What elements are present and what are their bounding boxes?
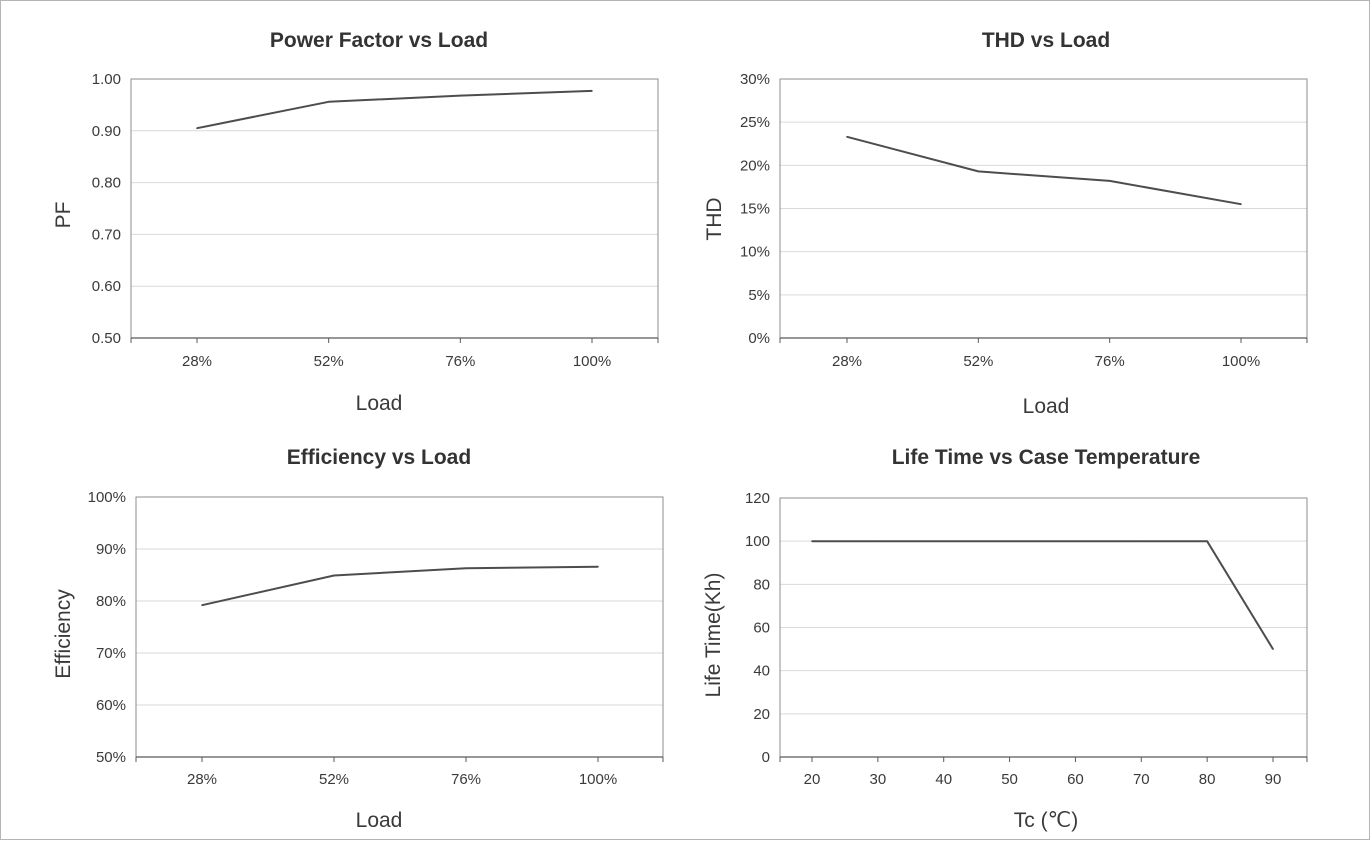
- y-tick-label: 80%: [96, 593, 126, 610]
- data-point: [465, 567, 467, 570]
- chart-title: Power Factor vs Load: [270, 29, 488, 52]
- y-tick-label: 100: [745, 533, 770, 550]
- y-axis-label: Life Time(Kh): [702, 573, 725, 698]
- x-axis-label: Load: [1023, 395, 1070, 418]
- x-tick-label: 50: [1001, 771, 1018, 788]
- data-point: [977, 170, 980, 173]
- x-tick-label: 100%: [573, 353, 611, 370]
- x-tick-label: 28%: [187, 771, 217, 788]
- data-point: [333, 574, 335, 577]
- chart-title: THD vs Load: [982, 29, 1110, 52]
- y-tick-label: 15%: [740, 201, 770, 218]
- x-tick-label: 28%: [182, 353, 212, 370]
- series-line: [196, 89, 593, 130]
- data-point: [1240, 203, 1242, 205]
- y-tick-label: 10%: [740, 244, 770, 261]
- x-tick-label: 80: [1199, 771, 1216, 788]
- chart-life-time: Life Time vs Case Temperature Tc (℃) Lif…: [702, 446, 1308, 832]
- data-point: [846, 136, 848, 138]
- y-tick-label: 0.70: [92, 226, 121, 243]
- x-tick-label: 20: [804, 771, 821, 788]
- data-point: [1074, 540, 1077, 542]
- chart-title: Efficiency vs Load: [287, 446, 471, 469]
- y-tick-label: 70%: [96, 645, 126, 662]
- x-tick-label: 76%: [445, 353, 475, 370]
- data-point: [201, 604, 203, 606]
- series-line: [812, 540, 1274, 650]
- x-tick-label: 28%: [832, 353, 862, 370]
- data-point: [327, 100, 330, 103]
- x-tick-label: 60: [1067, 771, 1084, 788]
- y-tick-label: 60%: [96, 697, 126, 714]
- x-tick-label: 76%: [1095, 353, 1125, 370]
- y-tick-label: 25%: [740, 114, 770, 131]
- plot-area: [130, 78, 659, 339]
- x-tick-label: 90: [1265, 771, 1282, 788]
- x-tick-label: 76%: [451, 771, 481, 788]
- data-point: [1206, 540, 1208, 542]
- chart-title: Life Time vs Case Temperature: [892, 446, 1201, 469]
- x-axis-label: Tc (℃): [1014, 809, 1078, 832]
- chart-efficiency: Efficiency vs Load Load Efficiency 50% 60…: [52, 446, 664, 832]
- data-point: [196, 127, 198, 130]
- y-tick-label: 50%: [96, 749, 126, 766]
- x-tick-label: 40: [935, 771, 952, 788]
- y-tick-label: 80: [753, 576, 770, 593]
- y-tick-label: 20: [753, 706, 770, 723]
- series-line: [846, 135, 1242, 206]
- x-tick-label: 100%: [579, 771, 617, 788]
- data-point: [1272, 648, 1274, 650]
- y-tick-label: 0: [762, 749, 770, 766]
- x-tick-label: 70: [1133, 771, 1150, 788]
- x-tick-label: 30: [870, 771, 887, 788]
- y-tick-label: 0%: [748, 330, 770, 347]
- x-tick-label: 52%: [319, 771, 349, 788]
- x-axis-label: Load: [356, 392, 403, 415]
- x-tick-label: 52%: [963, 353, 993, 370]
- y-tick-label: 1.00: [92, 71, 121, 88]
- y-tick-label: 20%: [740, 157, 770, 174]
- chart-thd: THD vs Load Load THD 0% 5% 10% 15% 20% 25% 30%…: [703, 29, 1308, 418]
- y-tick-label: 90%: [96, 541, 126, 558]
- y-axis-label: Efficiency: [52, 589, 75, 679]
- y-tick-label: 0.50: [92, 330, 121, 347]
- chart-power-factor: Power Factor vs Load Load PF 0.50 0.60 0.7…: [52, 29, 659, 415]
- y-tick-label: 100%: [88, 489, 126, 506]
- y-tick-label: 0.60: [92, 278, 121, 295]
- x-tick-label: 100%: [1222, 353, 1260, 370]
- y-tick-label: 5%: [748, 287, 770, 304]
- x-tick-label: 52%: [314, 353, 344, 370]
- data-point: [1140, 540, 1143, 542]
- y-axis-label: THD: [703, 197, 726, 240]
- data-point: [459, 94, 462, 97]
- data-point: [1108, 180, 1111, 182]
- data-point: [1008, 540, 1011, 542]
- plot-area: [135, 496, 664, 758]
- y-tick-label: 0.80: [92, 175, 121, 192]
- data-point: [811, 540, 813, 542]
- y-tick-label: 60: [753, 620, 770, 637]
- y-tick-label: 0.90: [92, 123, 121, 140]
- data-point: [591, 90, 593, 92]
- data-point: [942, 540, 945, 542]
- series-line: [201, 565, 599, 607]
- y-tick-label: 120: [745, 490, 770, 507]
- y-axis-label: PF: [52, 202, 75, 229]
- y-tick-label: 40: [753, 663, 770, 680]
- data-point: [877, 540, 879, 542]
- x-axis-label: Load: [356, 809, 403, 832]
- data-point: [597, 565, 599, 568]
- y-tick-label: 30%: [740, 71, 770, 88]
